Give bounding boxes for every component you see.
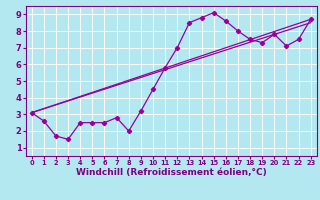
X-axis label: Windchill (Refroidissement éolien,°C): Windchill (Refroidissement éolien,°C) <box>76 168 267 177</box>
